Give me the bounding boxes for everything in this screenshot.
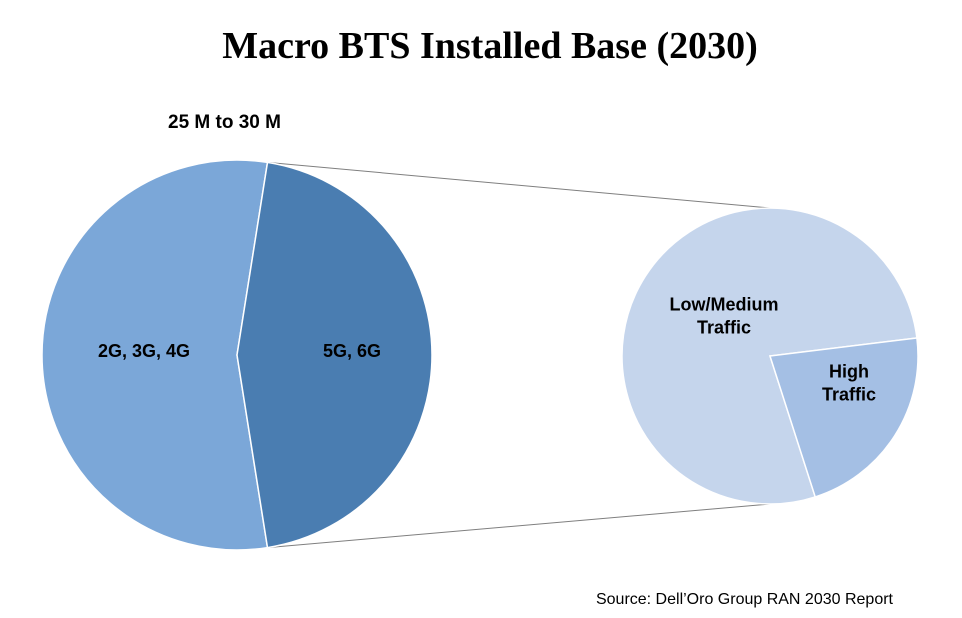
sub-slice-high-traffic <box>769 337 919 498</box>
label-2g-3g-4g: 2G, 3G, 4G <box>98 341 190 361</box>
label-5g-6g: 5G, 6G <box>323 341 381 361</box>
connector-top <box>267 161 771 209</box>
slice-labels: 2G, 3G, 4G 5G, 6G Low/Medium Traffic High Tra… <box>98 294 876 404</box>
chart-subtitle: 25 M to 30 M <box>168 112 281 133</box>
label-high-traffic: High Traffic <box>822 361 876 404</box>
connector-bottom <box>267 503 771 549</box>
main-pie <box>41 159 433 551</box>
slice-2g-3g-4g <box>41 159 269 551</box>
chart-title: Macro BTS Installed Base (2030) <box>222 25 758 67</box>
slice-5g-6g <box>236 161 433 549</box>
connector-lines <box>267 161 771 549</box>
secondary-pie <box>621 207 919 505</box>
source-note: Source: Dell’Oro Group RAN 2030 Report <box>596 591 894 608</box>
label-low-medium-traffic: Low/Medium Traffic <box>670 294 779 337</box>
